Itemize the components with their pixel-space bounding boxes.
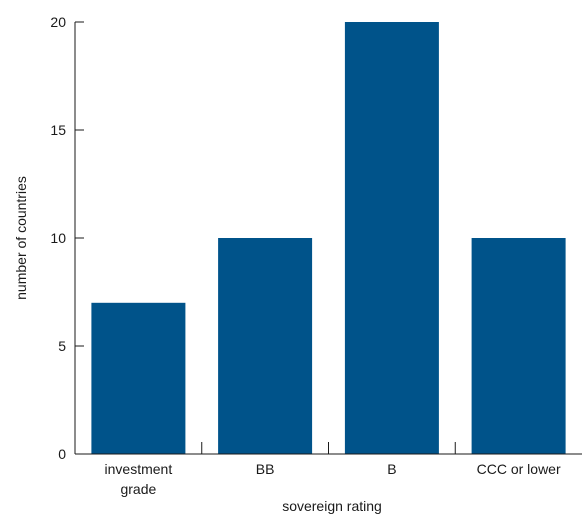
y-tick-label-2: 10 [50,230,66,246]
bars-group [91,22,566,454]
x-tick-label-2: B [387,461,396,477]
y-axis: 0 5 10 15 20 [50,14,84,462]
x-tick-label-0: investment grade [105,461,173,497]
y-tick-label-4: 20 [50,14,66,30]
y-tick-label-3: 15 [50,122,66,138]
x-tick-label-3: CCC or lower [477,461,561,477]
x-tick-label-1: BB [256,461,275,477]
bar-0 [91,302,186,454]
bar-1 [218,238,313,454]
y-axis-title: number of countries [13,176,29,300]
y-tick-label-1: 5 [58,338,66,354]
bar-2 [344,22,439,454]
y-tick-label-0: 0 [58,446,66,462]
bar-3 [471,238,566,454]
x-axis-title: sovereign rating [282,498,382,514]
